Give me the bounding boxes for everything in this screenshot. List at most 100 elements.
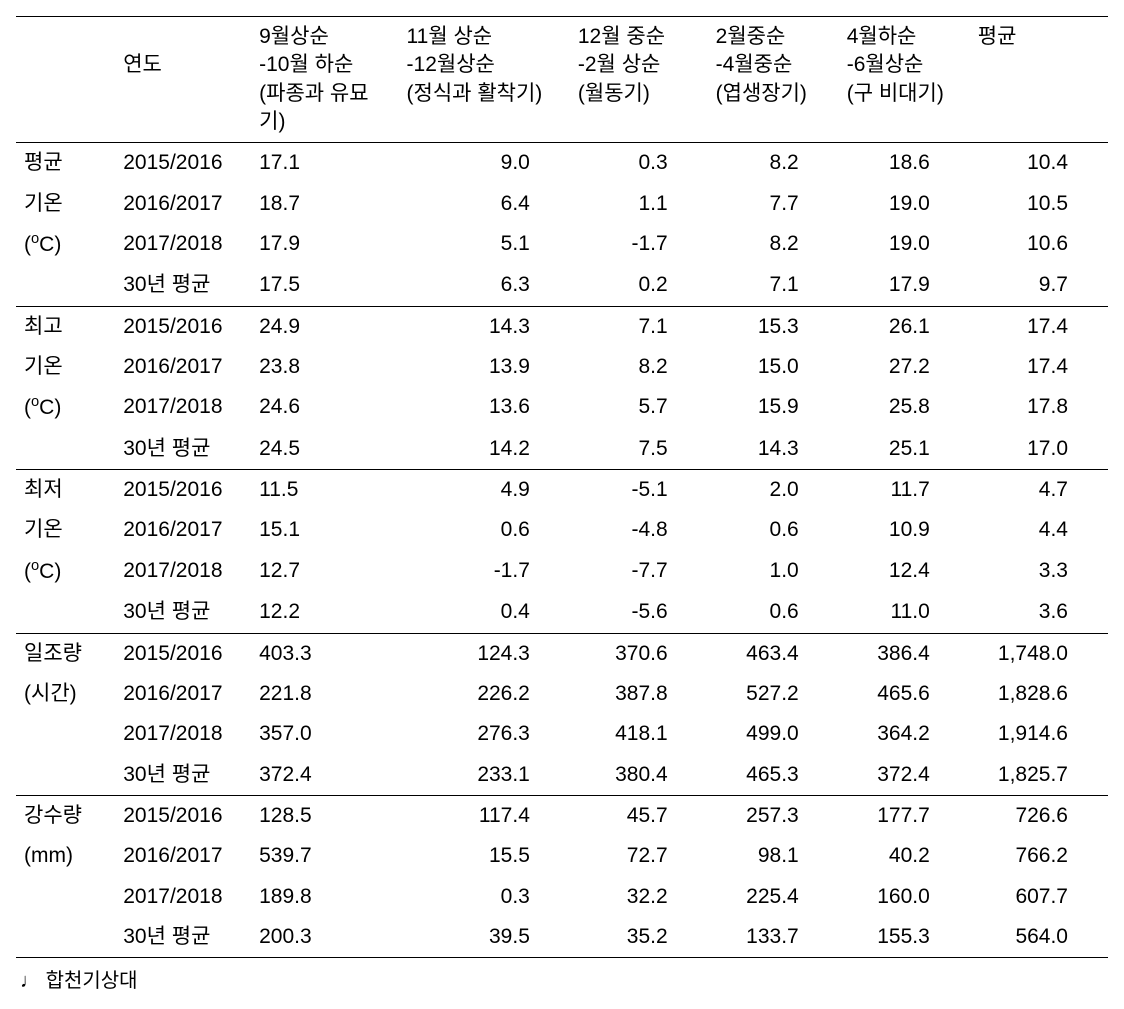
data-cell: 19.0 — [839, 224, 970, 265]
header-period-5: 4월하순 -6월상순 (구 비대기) — [839, 17, 970, 143]
footnote-marker: ♩ — [20, 970, 40, 992]
data-cell: 221.8 — [251, 674, 398, 714]
data-cell: 1.1 — [570, 184, 708, 224]
row-section-label: 강수량 — [16, 795, 115, 836]
data-cell: 17.9 — [839, 265, 970, 306]
row-year: 30년 평균 — [115, 429, 251, 470]
data-cell: 14.3 — [708, 429, 839, 470]
data-cell: 177.7 — [839, 795, 970, 836]
table-row: 30년 평균17.56.30.27.117.99.7 — [16, 265, 1108, 306]
data-cell: 0.3 — [399, 877, 570, 917]
row-year: 2015/2016 — [115, 795, 251, 836]
row-year: 2017/2018 — [115, 224, 251, 265]
data-cell: 117.4 — [399, 795, 570, 836]
data-cell: 380.4 — [570, 755, 708, 796]
data-cell: 15.9 — [708, 387, 839, 428]
row-section-label: (시간) — [16, 674, 115, 714]
data-cell: 10.5 — [970, 184, 1108, 224]
data-cell: 17.9 — [251, 224, 398, 265]
data-cell: 0.3 — [570, 143, 708, 184]
hp1-l3: (파종과 유묘기) — [259, 82, 368, 133]
data-cell: 18.6 — [839, 143, 970, 184]
data-cell: 0.4 — [399, 592, 570, 633]
hp2-l3: (정식과 활착기) — [407, 82, 543, 105]
header-period-2: 11월 상순 -12월상순 (정식과 활착기) — [399, 17, 570, 143]
hp3-l3: (월동기) — [578, 82, 650, 105]
data-cell: 7.7 — [708, 184, 839, 224]
hp1-l2: -10월 하순 — [259, 53, 353, 76]
row-section-label: 기온 — [16, 510, 115, 550]
data-cell: 72.7 — [570, 836, 708, 876]
data-cell: 11.0 — [839, 592, 970, 633]
data-cell: 233.1 — [399, 755, 570, 796]
data-cell: 0.2 — [570, 265, 708, 306]
data-cell: 15.5 — [399, 836, 570, 876]
table-row: 2017/2018189.80.332.2225.4160.0607.7 — [16, 877, 1108, 917]
data-cell: 27.2 — [839, 347, 970, 387]
row-section-label — [16, 877, 115, 917]
data-cell: 32.2 — [570, 877, 708, 917]
row-year: 30년 평균 — [115, 917, 251, 958]
row-year: 2017/2018 — [115, 877, 251, 917]
row-section-label: (mm) — [16, 836, 115, 876]
row-year: 2017/2018 — [115, 714, 251, 754]
data-cell: 257.3 — [708, 795, 839, 836]
data-cell: 0.6 — [708, 510, 839, 550]
row-year: 2016/2017 — [115, 347, 251, 387]
row-year: 2015/2016 — [115, 306, 251, 347]
hp3-l2: -2월 상순 — [578, 53, 660, 76]
data-cell: 15.3 — [708, 306, 839, 347]
data-cell: 24.6 — [251, 387, 398, 428]
hp5-l1: 4월하순 — [847, 25, 917, 48]
hp5-l2: -6월상순 — [847, 53, 924, 76]
data-cell: 1,825.7 — [970, 755, 1108, 796]
table-row: 30년 평균200.339.535.2133.7155.3564.0 — [16, 917, 1108, 958]
row-section-label — [16, 265, 115, 306]
header-period-1: 9월상순 -10월 하순 (파종과 유묘기) — [251, 17, 398, 143]
table-row: 일조량2015/2016403.3124.3370.6463.4386.41,7… — [16, 633, 1108, 674]
data-cell: 1,828.6 — [970, 674, 1108, 714]
table-row: 기온2016/201723.813.98.215.027.217.4 — [16, 347, 1108, 387]
data-cell: 7.5 — [570, 429, 708, 470]
data-cell: 364.2 — [839, 714, 970, 754]
data-cell: 12.7 — [251, 551, 398, 592]
hp2-l2: -12월상순 — [407, 53, 495, 76]
data-cell: 276.3 — [399, 714, 570, 754]
header-period-4: 2월중순 -4월중순 (엽생장기) — [708, 17, 839, 143]
table-row: 강수량2015/2016128.5117.445.7257.3177.7726.… — [16, 795, 1108, 836]
data-cell: 45.7 — [570, 795, 708, 836]
hp5-l3: (구 비대기) — [847, 82, 944, 105]
data-cell: 766.2 — [970, 836, 1108, 876]
row-year: 2016/2017 — [115, 510, 251, 550]
hp1-l1: 9월상순 — [259, 25, 329, 48]
row-section-label: (oC) — [16, 224, 115, 265]
data-cell: 133.7 — [708, 917, 839, 958]
data-cell: 7.1 — [570, 306, 708, 347]
header-year-label: 연도 — [123, 53, 162, 76]
data-cell: 564.0 — [970, 917, 1108, 958]
data-cell: 2.0 — [708, 470, 839, 511]
header-year: 연도 — [115, 17, 251, 143]
table-row: (시간)2016/2017221.8226.2387.8527.2465.61,… — [16, 674, 1108, 714]
data-cell: 17.0 — [970, 429, 1108, 470]
table-row: 30년 평균24.514.27.514.325.117.0 — [16, 429, 1108, 470]
data-cell: 387.8 — [570, 674, 708, 714]
data-cell: 372.4 — [251, 755, 398, 796]
row-year: 30년 평균 — [115, 755, 251, 796]
table-row: (oC)2017/201824.613.65.715.925.817.8 — [16, 387, 1108, 428]
table-header: 연도 9월상순 -10월 하순 (파종과 유묘기) 11월 상순 -12월상순 … — [16, 17, 1108, 143]
data-cell: -5.1 — [570, 470, 708, 511]
data-cell: 3.3 — [970, 551, 1108, 592]
table-row: 30년 평균372.4233.1380.4465.3372.41,825.7 — [16, 755, 1108, 796]
row-section-label — [16, 592, 115, 633]
row-section-label: (oC) — [16, 551, 115, 592]
header-period-3: 12월 중순 -2월 상순 (월동기) — [570, 17, 708, 143]
table-row: 최고2015/201624.914.37.115.326.117.4 — [16, 306, 1108, 347]
row-section-label: 기온 — [16, 347, 115, 387]
row-section-label: 평균 — [16, 143, 115, 184]
row-year: 2015/2016 — [115, 470, 251, 511]
row-year: 2015/2016 — [115, 143, 251, 184]
hp3-l1: 12월 중순 — [578, 25, 665, 48]
data-cell: 386.4 — [839, 633, 970, 674]
data-cell: 17.5 — [251, 265, 398, 306]
